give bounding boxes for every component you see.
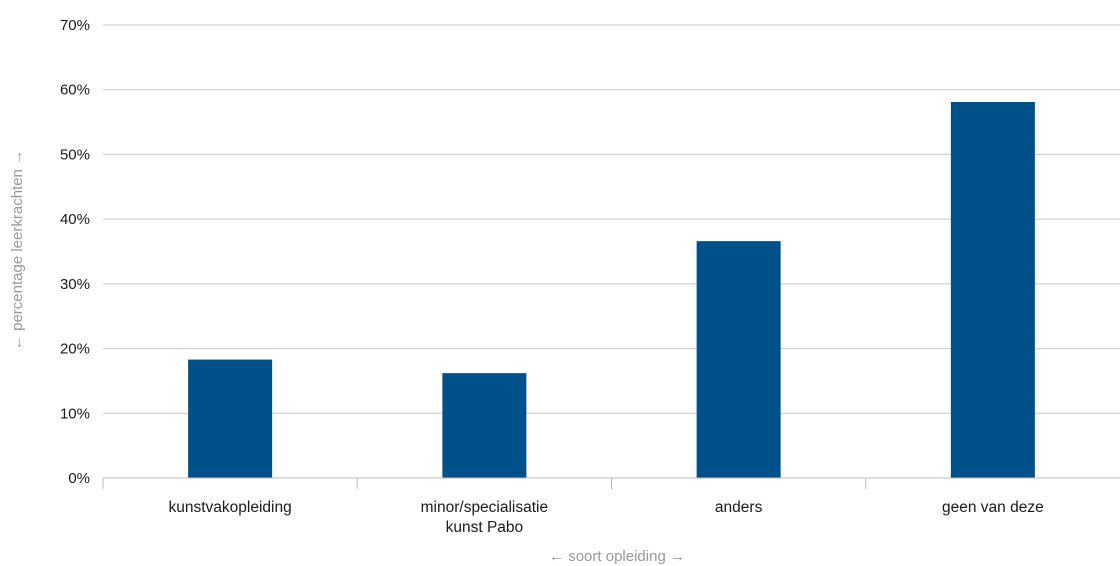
x-category-label: anders [715, 499, 763, 516]
y-axis-tick-labels: 0% 10% 20% 30% 40% 50% 60% 70% [60, 17, 90, 487]
bar [696, 241, 781, 478]
y-tick-label: 70% [60, 17, 90, 34]
bars [188, 102, 1035, 478]
x-axis [102, 477, 1120, 489]
x-category-label: kunst Pabo [446, 519, 524, 536]
x-category-label: kunstvakopleiding [169, 499, 292, 516]
y-tick-label: 50% [60, 146, 90, 163]
x-category-label: geen van deze [942, 499, 1044, 516]
y-axis-title: ← percentage leerkrachten → [9, 150, 26, 350]
y-tick-label: 20% [60, 341, 90, 358]
y-tick-label: 60% [60, 82, 90, 99]
bar [950, 102, 1035, 478]
y-tick-label: 0% [68, 470, 90, 487]
x-axis-category-labels: kunstvakopleiding minor/specialisatie kuns… [169, 499, 1044, 536]
y-tick-label: 10% [60, 405, 90, 422]
x-category-label: minor/specialisatie [421, 499, 549, 516]
gridlines [103, 24, 1120, 414]
x-axis-title: ← soort opleiding → [549, 548, 685, 565]
y-tick-label: 40% [60, 211, 90, 228]
y-tick-label: 30% [60, 276, 90, 293]
bar [442, 373, 527, 478]
bar [188, 359, 273, 478]
